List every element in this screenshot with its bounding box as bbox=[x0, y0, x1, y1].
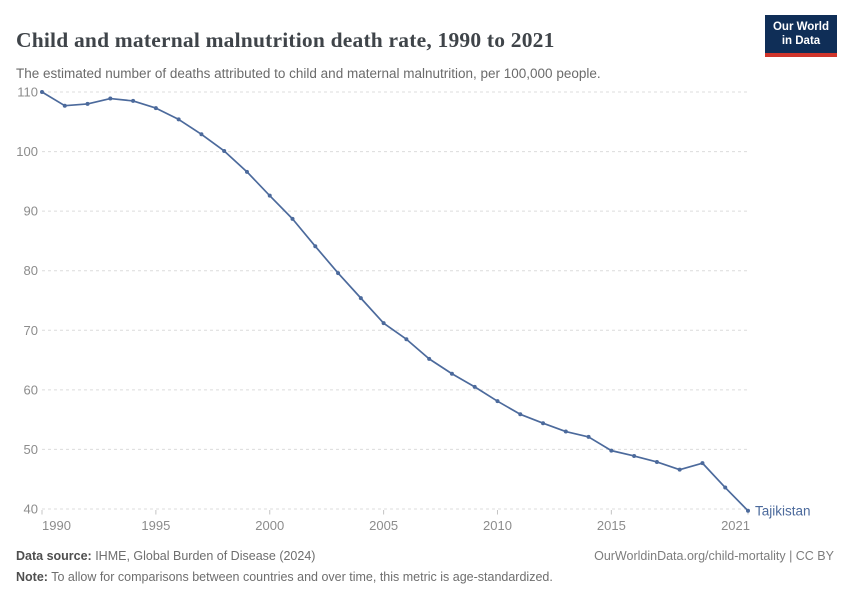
data-point[interactable] bbox=[40, 90, 44, 94]
chart-footer: Data source: IHME, Global Burden of Dise… bbox=[16, 546, 834, 588]
y-tick-label: 90 bbox=[24, 204, 38, 219]
attribution-link[interactable]: OurWorldinData.org/child-mortality | CC … bbox=[594, 549, 834, 563]
data-point[interactable] bbox=[723, 485, 728, 490]
data-point[interactable] bbox=[563, 429, 568, 434]
data-source-label: Data source: bbox=[16, 549, 92, 563]
data-point[interactable] bbox=[199, 132, 204, 137]
data-point[interactable] bbox=[427, 356, 432, 361]
data-point[interactable] bbox=[404, 337, 409, 342]
data-point[interactable] bbox=[131, 98, 136, 103]
data-point[interactable] bbox=[244, 169, 249, 174]
data-point[interactable] bbox=[449, 371, 454, 376]
series-end-label[interactable]: Tajikistan bbox=[755, 503, 811, 518]
series-line[interactable] bbox=[41, 91, 749, 512]
y-tick-label: 40 bbox=[24, 502, 38, 517]
data-point[interactable] bbox=[654, 459, 659, 464]
data-point[interactable] bbox=[677, 467, 682, 472]
x-tick-label: 1995 bbox=[141, 518, 170, 533]
data-point[interactable] bbox=[267, 193, 272, 198]
data-point[interactable] bbox=[495, 399, 500, 404]
x-tick-label: 2005 bbox=[369, 518, 398, 533]
y-tick-label: 60 bbox=[24, 382, 38, 397]
data-point[interactable] bbox=[153, 106, 158, 111]
y-tick-label: 80 bbox=[24, 263, 38, 278]
x-tick-label: 1990 bbox=[42, 518, 71, 533]
y-tick-label: 110 bbox=[17, 85, 38, 100]
data-point[interactable] bbox=[609, 448, 614, 453]
x-tick-label: 2015 bbox=[597, 518, 626, 533]
data-point[interactable] bbox=[336, 271, 341, 276]
y-tick-label: 70 bbox=[24, 323, 38, 338]
data-point[interactable] bbox=[62, 103, 67, 108]
data-point[interactable] bbox=[85, 101, 90, 106]
note-line: Note: To allow for comparisons between c… bbox=[16, 570, 553, 584]
data-point[interactable] bbox=[746, 508, 750, 513]
data-source-value: IHME, Global Burden of Disease (2024) bbox=[91, 549, 316, 563]
page-subtitle: The estimated number of deaths attribute… bbox=[16, 65, 601, 81]
note-label: Note: bbox=[16, 570, 48, 584]
data-point[interactable] bbox=[472, 384, 477, 389]
y-tick-label: 100 bbox=[16, 144, 38, 159]
data-point[interactable] bbox=[586, 434, 591, 439]
x-tick-label: 2021 bbox=[721, 518, 750, 533]
owid-logo-line2: in Data bbox=[781, 34, 821, 47]
data-point[interactable] bbox=[313, 244, 318, 249]
owid-logo-line1: Our World bbox=[772, 21, 829, 33]
data-source-line: Data source: IHME, Global Burden of Dise… bbox=[16, 546, 315, 567]
data-point[interactable] bbox=[632, 453, 637, 458]
note-value: To allow for comparisons between countri… bbox=[47, 570, 553, 584]
data-point[interactable] bbox=[222, 148, 227, 153]
data-point[interactable] bbox=[358, 296, 363, 301]
x-tick-label: 2000 bbox=[255, 518, 284, 533]
owid-logo[interactable]: Our World in Data bbox=[765, 15, 837, 57]
y-tick-label: 50 bbox=[24, 442, 38, 457]
data-point[interactable] bbox=[518, 412, 523, 417]
data-point[interactable] bbox=[541, 421, 546, 426]
data-point[interactable] bbox=[700, 461, 705, 466]
x-tick-label: 2010 bbox=[483, 518, 512, 533]
data-point[interactable] bbox=[381, 321, 386, 326]
data-point[interactable] bbox=[108, 96, 113, 101]
page-title: Child and maternal malnutrition death ra… bbox=[16, 28, 555, 53]
data-point[interactable] bbox=[290, 216, 295, 221]
data-point[interactable] bbox=[176, 117, 181, 122]
